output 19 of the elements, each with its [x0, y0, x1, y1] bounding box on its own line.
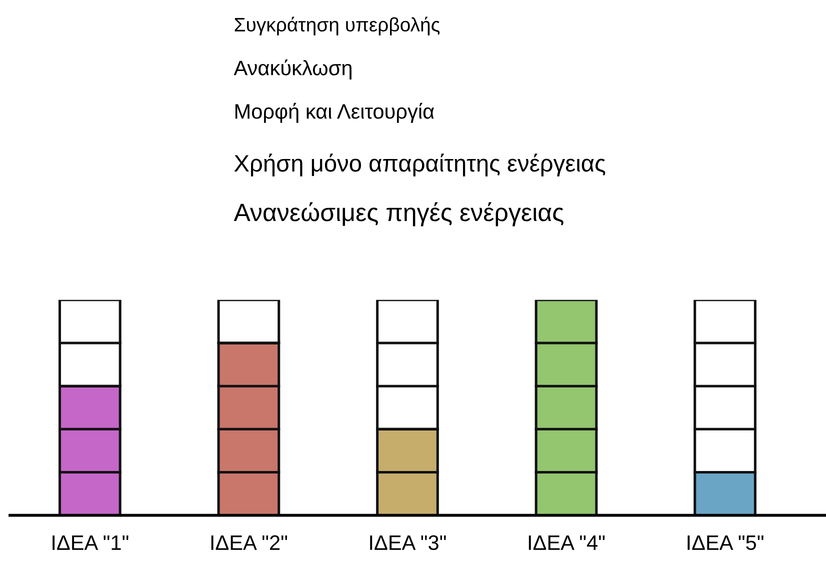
bar [534, 300, 598, 516]
x-tick-label: ΙΔΕΑ "4" [528, 536, 605, 550]
x-tick-label: ΙΔΕΑ "1" [52, 536, 128, 550]
bar [376, 428, 439, 516]
x-tick-label: ΙΔΕΑ "2" [211, 535, 288, 550]
bar [694, 470, 756, 516]
text: Μορφή και Λειτουργία [235, 102, 434, 123]
bar [694, 300, 756, 474]
bar [217, 300, 280, 344]
text: Ανανεώσιμες πηγές ενέργειας [234, 202, 564, 226]
x-tick-label: ΙΔΕΑ "3" [370, 535, 446, 550]
text: Χρήση μόνο απαραίτητης ενέργειας [234, 154, 606, 176]
x-tick-label: ΙΔΕΑ "5" [688, 536, 764, 550]
bar [376, 300, 439, 430]
bar [58, 300, 122, 388]
text: Ανακύκλωση [234, 59, 352, 80]
bar [58, 384, 122, 516]
bar [217, 342, 280, 516]
text: Συγκράτηση υπερβολής [234, 16, 440, 36]
